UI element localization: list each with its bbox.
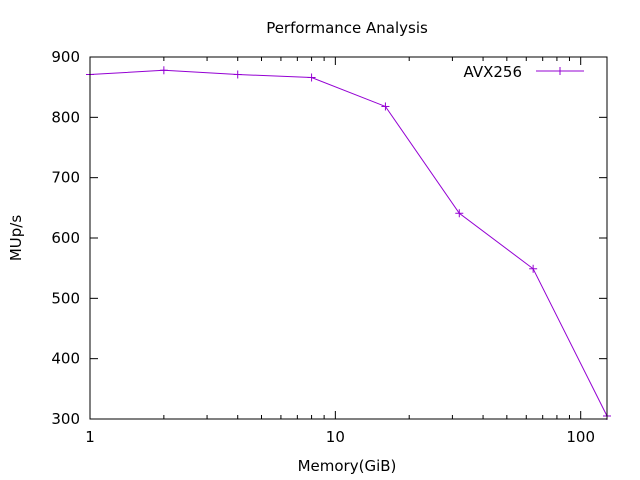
- y-tick-label: 400: [51, 350, 80, 368]
- x-tick-label: 100: [566, 428, 595, 446]
- legend-label-avx256: AVX256: [464, 63, 522, 81]
- y-tick-label: 800: [51, 108, 80, 126]
- data-point-marker: [233, 70, 242, 79]
- y-tick-label: 300: [51, 410, 80, 428]
- legend: AVX256: [464, 63, 584, 81]
- data-point-marker: [159, 66, 168, 75]
- y-tick-label: 600: [51, 229, 80, 247]
- legend-marker-avx256: [556, 67, 564, 75]
- plot-frame: [89, 56, 608, 420]
- y-tick-label: 700: [51, 169, 80, 187]
- y-tick-label: 500: [51, 289, 80, 307]
- series-line-avx256: [89, 69, 608, 417]
- x-tick-label: 1: [85, 428, 95, 446]
- data-point-marker: [381, 102, 390, 111]
- data-point-marker: [307, 73, 316, 82]
- data-point-marker: [455, 209, 464, 218]
- x-axis-label: Memory(GiB): [298, 457, 397, 475]
- y-axis-label: MUp/s: [7, 215, 25, 261]
- y-tick-label: 900: [51, 48, 80, 66]
- chart-title: Performance Analysis: [266, 19, 428, 37]
- data-point-marker: [529, 264, 538, 273]
- x-tick-label: 10: [326, 428, 345, 446]
- tick-labels: 300 400 500 600 700 800 900 1 10 100: [51, 48, 595, 446]
